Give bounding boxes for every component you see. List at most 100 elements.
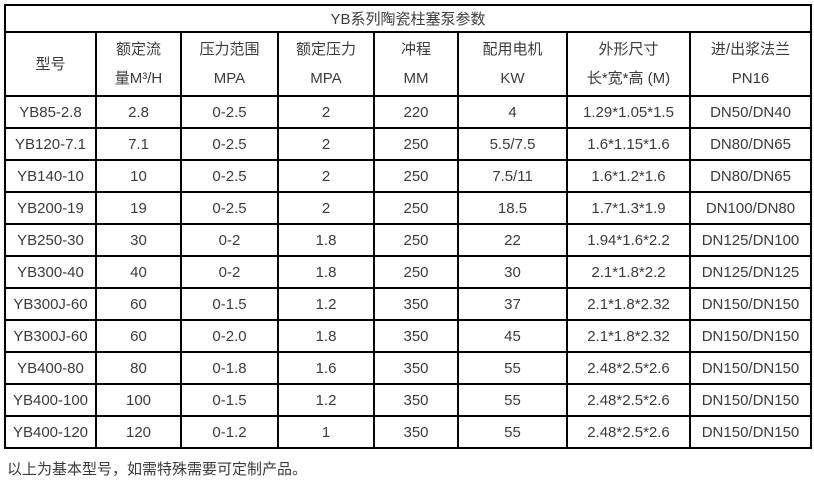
table-row: YB140-10 10 0-2.5 2 250 7.5/11 1.6*1.2*1…	[4, 159, 813, 193]
table-cell: YB400-100	[4, 383, 97, 417]
table-cell: 250	[373, 191, 459, 225]
table-cell: 0-1.2	[180, 415, 279, 449]
table-row: YB400-80 80 0-1.8 1.6 350 55 2.48*2.5*2.…	[4, 351, 813, 385]
table-cell: 0-1.5	[180, 287, 279, 321]
column-header-motor: 配用电机 KW	[457, 31, 568, 97]
table-body: YB85-2.8 2.8 0-2.5 2 220 4 1.29*1.05*1.5…	[4, 95, 813, 449]
table-cell: DN150/DN150	[688, 287, 813, 321]
table-cell: 0-1.5	[180, 383, 279, 417]
table-cell: DN150/DN150	[688, 415, 813, 449]
column-header-flange: 进/出浆法兰 PN16	[688, 31, 813, 97]
table-cell: 2.48*2.5*2.6	[566, 383, 691, 417]
table-cell: YB120-7.1	[4, 127, 97, 161]
table-cell: 0-2.5	[180, 191, 279, 225]
header-line: 压力范围	[199, 41, 260, 58]
table-cell: YB300-40	[4, 255, 97, 289]
table-cell: 2	[277, 95, 375, 129]
header-line: MPA	[310, 70, 342, 87]
table-cell: 0-2	[180, 255, 279, 289]
table-row: YB120-7.1 7.1 0-2.5 2 250 5.5/7.5 1.6*1.…	[4, 127, 813, 161]
table-cell: DN80/DN65	[688, 159, 813, 193]
table-cell: DN50/DN40	[688, 95, 813, 129]
table-cell: YB200-19	[4, 191, 97, 225]
table-cell: 1.2	[277, 287, 375, 321]
table-cell: 350	[373, 287, 459, 321]
table-title: YB系列陶瓷柱塞泵参数	[3, 4, 813, 33]
table-cell: 1.2	[277, 383, 375, 417]
table-row: YB300-40 40 0-2 1.8 250 30 2.1*1.8*2.2 D…	[4, 255, 813, 289]
header-line: 冲程	[400, 41, 431, 58]
table-cell: 350	[373, 415, 459, 449]
header-line: 外形尺寸	[598, 41, 659, 58]
table-cell: 45	[457, 319, 568, 353]
column-header-rated-flow: 额定流 量M³/H	[95, 31, 182, 97]
table-cell: 250	[373, 127, 459, 161]
table-header-row: 型号 额定流 量M³/H 压力范围 MPA 额定压力 MPA 冲程 MM	[4, 31, 813, 97]
table-cell: 30	[457, 255, 568, 289]
table-cell: 1.6*1.2*1.6	[566, 159, 691, 193]
table-cell: 55	[457, 415, 568, 449]
table-row: YB300J-60 60 0-1.5 1.2 350 37 2.1*1.8*2.…	[4, 287, 813, 321]
table-cell: DN150/DN150	[688, 383, 813, 417]
table-cell: 30	[95, 223, 182, 257]
table-cell: 0-2.5	[180, 159, 279, 193]
table-cell: 350	[373, 319, 459, 353]
table-cell: 2.1*1.8*2.2	[566, 255, 691, 289]
table-cell: 2.8	[95, 95, 182, 129]
table-cell: 1.6	[277, 351, 375, 385]
table-cell: 1.7*1.3*1.9	[566, 191, 691, 225]
table-cell: 0-2	[180, 223, 279, 257]
table-cell: YB400-120	[4, 415, 97, 449]
column-header-rated-pressure: 额定压力 MPA	[277, 31, 375, 97]
table-cell: 2.1*1.8*2.32	[566, 287, 691, 321]
table-cell: DN150/DN150	[688, 319, 813, 353]
spec-table: YB系列陶瓷柱塞泵参数 型号 额定流 量M³/H 压力范围 MPA 额定压力 M…	[3, 4, 813, 449]
table-cell: 2.48*2.5*2.6	[566, 351, 691, 385]
header-line: 型号	[35, 55, 66, 73]
table-cell: DN80/DN65	[688, 127, 813, 161]
column-header-pressure-range: 压力范围 MPA	[180, 31, 279, 97]
table-cell: 7.5/11	[457, 159, 568, 193]
header-line: 额定流	[115, 41, 161, 58]
table-cell: 55	[457, 383, 568, 417]
table-cell: DN125/DN125	[688, 255, 813, 289]
header-line: MM	[403, 70, 429, 87]
table-cell: 40	[95, 255, 182, 289]
table-cell: 60	[95, 319, 182, 353]
column-header-stroke: 冲程 MM	[373, 31, 459, 97]
table-cell: 18.5	[457, 191, 568, 225]
table-cell: DN150/DN150	[688, 351, 813, 385]
header-line: 额定压力	[295, 41, 356, 58]
table-cell: 5.5/7.5	[457, 127, 568, 161]
header-line: 长*宽*高 (M)	[586, 70, 671, 87]
table-cell: 80	[95, 351, 182, 385]
header-line: 量M³/H	[114, 70, 163, 87]
table-cell: 0-2.0	[180, 319, 279, 353]
table-cell: YB300J-60	[4, 287, 97, 321]
table-cell: 220	[373, 95, 459, 129]
table-cell: 350	[373, 351, 459, 385]
table-cell: 2.1*1.8*2.32	[566, 319, 691, 353]
table-cell: 60	[95, 287, 182, 321]
page: YB系列陶瓷柱塞泵参数 型号 额定流 量M³/H 压力范围 MPA 额定压力 M…	[3, 4, 813, 478]
table-cell: 1	[277, 415, 375, 449]
table-title-row: YB系列陶瓷柱塞泵参数	[3, 4, 813, 33]
table-row: YB250-30 30 0-2 1.8 250 22 1.94*1.6*2.2 …	[4, 223, 813, 257]
table-cell: 1.8	[277, 223, 375, 257]
header-line: PN16	[731, 70, 770, 87]
table-row: YB200-19 19 0-2.5 2 250 18.5 1.7*1.3*1.9…	[4, 191, 813, 225]
table-cell: 0-1.8	[180, 351, 279, 385]
table-cell: YB400-80	[4, 351, 97, 385]
table-cell: 2	[277, 127, 375, 161]
table-row: YB400-120 120 0-1.2 1 350 55 2.48*2.5*2.…	[4, 415, 813, 449]
table-cell: 120	[95, 415, 182, 449]
table-cell: 2	[277, 191, 375, 225]
column-header-dimensions: 外形尺寸 长*宽*高 (M)	[566, 31, 691, 97]
footer-note: 以上为基本型号，如需特殊需要可定制产品。	[7, 461, 308, 478]
header-line: KW	[500, 70, 525, 87]
table-row: YB85-2.8 2.8 0-2.5 2 220 4 1.29*1.05*1.5…	[4, 95, 813, 129]
header-line: MPA	[213, 70, 246, 87]
table-cell: 350	[373, 383, 459, 417]
table-cell: 1.8	[277, 319, 375, 353]
table-cell: 19	[95, 191, 182, 225]
